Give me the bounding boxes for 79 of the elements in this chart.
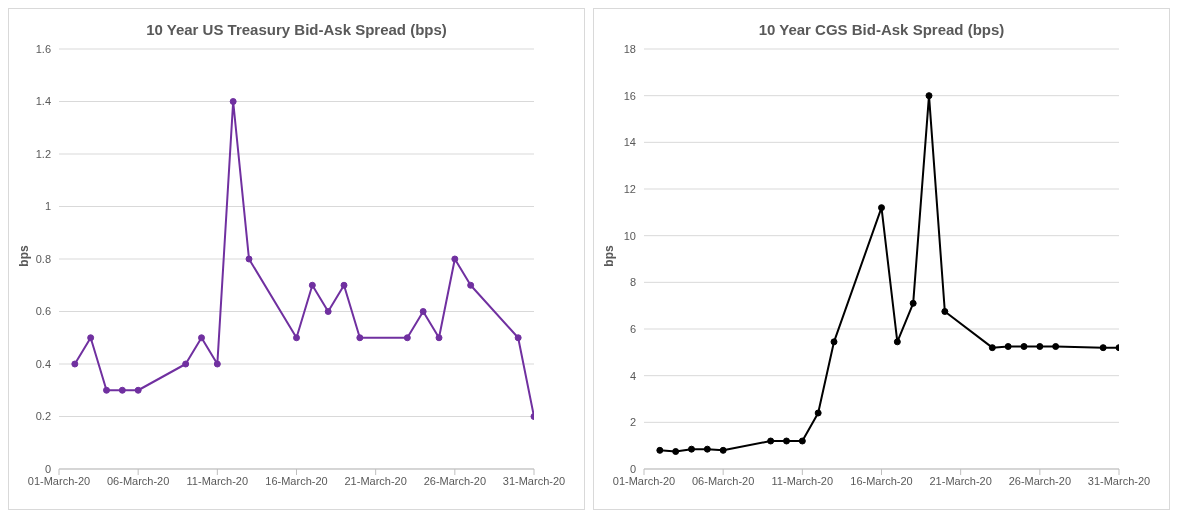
point	[893, 338, 901, 346]
y-tick-label: 14	[623, 136, 636, 149]
y-tick-label: 2	[629, 416, 636, 429]
x-tick-label: 11-March-20	[771, 474, 834, 487]
point	[719, 446, 727, 454]
point	[198, 334, 205, 342]
point	[245, 255, 253, 263]
point	[87, 334, 95, 342]
point	[451, 255, 459, 263]
x-tick-label: 06-March-20	[691, 474, 755, 487]
point	[814, 409, 822, 417]
x-tick-label: 31-March-20	[1087, 474, 1151, 487]
y-tick-label: 4	[629, 369, 636, 382]
y-tick-label: 1.4	[35, 95, 51, 108]
point	[909, 299, 917, 307]
point	[308, 281, 316, 289]
point	[118, 386, 126, 394]
point	[419, 308, 427, 315]
x-tick-label: 16-March-20	[850, 474, 913, 487]
y-axis-title: bps	[16, 245, 31, 267]
y-tick-label: 0	[44, 462, 51, 475]
point	[672, 448, 680, 455]
point	[1036, 343, 1044, 350]
point	[467, 281, 475, 289]
y-tick-label: 1	[44, 200, 51, 213]
x-tick-label: 21-March-20	[344, 474, 407, 487]
y-tick-label: 1.2	[35, 147, 51, 160]
x-tick-label: 21-March-20	[929, 474, 992, 487]
y-tick-label: 0.2	[35, 410, 51, 423]
point	[1052, 343, 1060, 350]
point	[1099, 344, 1107, 352]
point	[403, 334, 411, 342]
y-tick-label: 8	[629, 276, 636, 289]
point	[767, 437, 775, 445]
y-tick-label: 18	[623, 42, 636, 55]
x-tick-label: 11-March-20	[186, 474, 249, 487]
y-tick-label: 0.8	[35, 252, 51, 265]
point	[103, 386, 110, 394]
point	[988, 344, 996, 352]
point	[783, 437, 790, 445]
x-tick-label: 16-March-20	[265, 474, 328, 487]
point	[182, 360, 190, 368]
point	[213, 360, 221, 368]
point	[514, 334, 522, 342]
y-tick-label: 12	[623, 182, 636, 195]
y-tick-label: 0	[629, 462, 636, 475]
point	[71, 360, 79, 368]
point	[1020, 343, 1028, 350]
y-tick-label: 1.6	[35, 42, 51, 55]
point	[830, 338, 838, 346]
x-tick-label: 31-March-20	[502, 474, 566, 487]
point	[688, 445, 695, 453]
x-tick-label: 06-March-20	[106, 474, 170, 487]
chart-title: 10 Year US Treasury Bid-Ask Spread (bps)	[145, 21, 448, 38]
point	[925, 92, 933, 100]
point	[798, 437, 806, 445]
x-tick-label: 26-March-20	[1008, 474, 1072, 487]
y-tick-label: 0.6	[35, 305, 51, 318]
point	[229, 98, 237, 105]
point	[1004, 343, 1012, 350]
point	[703, 445, 711, 453]
point	[324, 308, 332, 315]
y-tick-label: 16	[623, 89, 636, 102]
point	[340, 281, 348, 289]
point	[134, 386, 142, 394]
point	[941, 308, 949, 315]
point	[878, 204, 885, 212]
y-tick-label: 0.4	[35, 357, 51, 370]
point	[656, 446, 664, 454]
chart-title: 10 Year CGS Bid-Ask Spread (bps)	[757, 21, 1006, 38]
y-tick-label: 10	[623, 229, 636, 242]
y-tick-label: 6	[629, 322, 636, 335]
point	[293, 334, 300, 342]
x-tick-label: 01-March-20	[27, 474, 91, 487]
x-tick-label: 01-March-20	[612, 474, 676, 487]
y-axis-title: bps	[601, 245, 616, 267]
x-tick-label: 26-March-20	[423, 474, 487, 487]
point	[435, 334, 443, 342]
point	[356, 334, 364, 342]
